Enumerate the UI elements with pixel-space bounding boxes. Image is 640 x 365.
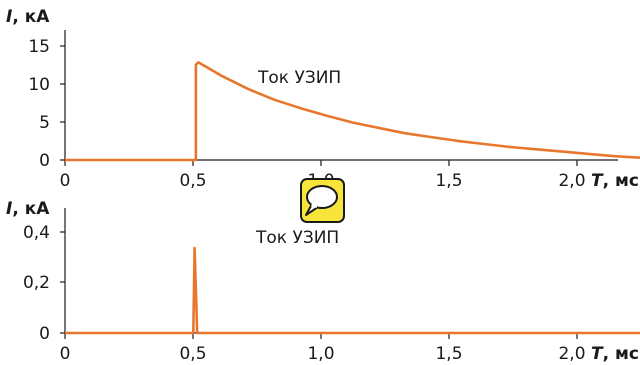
top-annotation: Ток УЗИП	[257, 68, 341, 88]
bottom-y-axis-title: I, кА	[6, 199, 50, 219]
top-y-tick-label: 5	[39, 113, 50, 133]
top-y-axis-title: I, кА	[6, 7, 50, 27]
bottom-series-line	[65, 246, 640, 335]
bottom-x-tick-label: 1,0	[307, 344, 334, 364]
bottom-y-axis: 0 0,2 0,4	[23, 208, 66, 344]
chart-bottom: I, кА 0 0,2 0,4 0 0,5 1,0 1,5 2,0 T, мс …	[6, 199, 640, 364]
bottom-x-axis: 0 0,5 1,0 1,5 2,0 T, мс	[60, 332, 639, 364]
top-y-tick-label: 15	[28, 37, 50, 57]
comment-badge[interactable]	[300, 178, 345, 223]
top-x-axis-title: T, мс	[591, 171, 639, 191]
speech-bubble-icon	[305, 185, 338, 216]
top-y-axis: 0 5 10 15	[28, 30, 66, 171]
bottom-x-tick-label: 0,5	[179, 344, 206, 364]
top-x-tick-label: 2,0	[558, 171, 585, 191]
chart-top: I, кА 0 5 10 15 0 0,5 1,0 1,5 2,0 T, мс	[6, 7, 640, 191]
bottom-y-tick-label: 0,4	[23, 223, 50, 243]
top-x-tick-label: 0	[60, 171, 71, 191]
bottom-y-tick-label: 0	[39, 324, 50, 344]
top-x-tick-label: 1,5	[435, 171, 462, 191]
top-y-tick-label: 0	[39, 151, 50, 171]
top-series-line	[65, 61, 640, 162]
bottom-x-axis-title: T, мс	[591, 344, 639, 364]
top-x-axis: 0 0,5 1,0 1,5 2,0 T, мс	[60, 159, 639, 191]
bottom-x-tick-label: 1,5	[435, 344, 462, 364]
bottom-y-tick-label: 0,2	[23, 273, 50, 293]
bottom-x-tick-label: 2,0	[558, 344, 585, 364]
top-x-tick-label: 0,5	[179, 171, 206, 191]
bottom-x-tick-label: 0	[60, 344, 71, 364]
top-y-tick-label: 10	[28, 75, 50, 95]
bottom-annotation: Ток УЗИП	[255, 228, 339, 248]
